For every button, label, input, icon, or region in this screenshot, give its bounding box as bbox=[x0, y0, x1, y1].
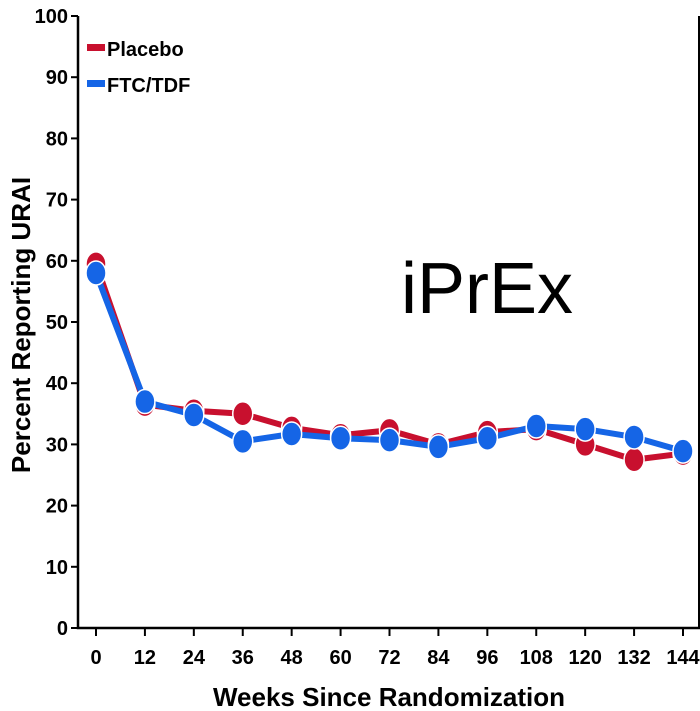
axis-frame bbox=[76, 16, 700, 630]
data-point-ftc-tdf bbox=[134, 388, 156, 415]
data-point-ftc-tdf bbox=[329, 425, 352, 452]
x-tick-label: 48 bbox=[281, 647, 303, 669]
y-tick-label: 40 bbox=[46, 373, 68, 395]
x-tick-label: 96 bbox=[476, 647, 498, 669]
x-tick-label: 144 bbox=[666, 647, 700, 669]
x-tick-label: 120 bbox=[568, 647, 601, 669]
iprex-annotation: iPrEx bbox=[401, 249, 573, 329]
data-point-placebo bbox=[623, 446, 645, 473]
x-ticks: 0 12 24 36 48 60 72 84 96 108 120 132 144 bbox=[90, 628, 700, 669]
y-tick-label: 60 bbox=[46, 251, 68, 273]
data-point-ftc-tdf bbox=[525, 413, 547, 439]
data-point-placebo bbox=[232, 401, 254, 427]
data-point-ftc-tdf bbox=[623, 424, 645, 450]
x-tick-label: 132 bbox=[617, 647, 650, 669]
data-point-ftc-tdf bbox=[232, 428, 254, 455]
y-tick-label: 10 bbox=[46, 557, 68, 579]
series-layer bbox=[85, 251, 694, 473]
data-point-ftc-tdf bbox=[672, 438, 694, 464]
x-tick-label: 24 bbox=[183, 647, 206, 669]
legend-swatch-ftc-tdf bbox=[87, 80, 105, 87]
data-point-ftc-tdf bbox=[85, 260, 107, 286]
x-axis-title: Weeks Since Randomization bbox=[213, 682, 565, 711]
x-tick-label: 72 bbox=[378, 647, 400, 669]
x-tick-label: 108 bbox=[520, 647, 553, 669]
x-tick-label: 84 bbox=[427, 647, 450, 669]
legend-label-placebo: Placebo bbox=[107, 39, 184, 61]
legend: Placebo FTC/TDF bbox=[87, 39, 190, 97]
y-tick-label: 100 bbox=[35, 6, 68, 28]
y-tick-label: 30 bbox=[46, 434, 68, 456]
y-tick-label: 0 bbox=[57, 618, 68, 640]
data-point-ftc-tdf bbox=[427, 434, 450, 460]
y-ticks: 0 10 20 30 40 50 60 70 80 90 100 bbox=[35, 6, 78, 640]
legend-swatch-placebo bbox=[87, 44, 105, 51]
y-tick-label: 20 bbox=[46, 496, 68, 518]
x-tick-label: 60 bbox=[329, 647, 351, 669]
data-point-ftc-tdf bbox=[280, 421, 303, 447]
data-point-ftc-tdf bbox=[183, 402, 205, 428]
y-tick-label: 70 bbox=[46, 190, 68, 212]
y-tick-label: 90 bbox=[46, 67, 68, 89]
data-point-ftc-tdf bbox=[476, 425, 499, 452]
y-tick-label: 50 bbox=[46, 312, 68, 334]
axes bbox=[76, 16, 700, 630]
x-tick-label: 12 bbox=[134, 647, 156, 669]
data-point-ftc-tdf bbox=[574, 416, 596, 442]
y-tick-label: 80 bbox=[46, 128, 68, 150]
data-point-ftc-tdf bbox=[378, 427, 401, 453]
legend-label-ftc-tdf: FTC/TDF bbox=[107, 75, 190, 97]
y-axis-title: Percent Reporting URAI bbox=[6, 177, 36, 473]
x-tick-label: 36 bbox=[232, 647, 254, 669]
x-tick-label: 0 bbox=[90, 647, 101, 669]
